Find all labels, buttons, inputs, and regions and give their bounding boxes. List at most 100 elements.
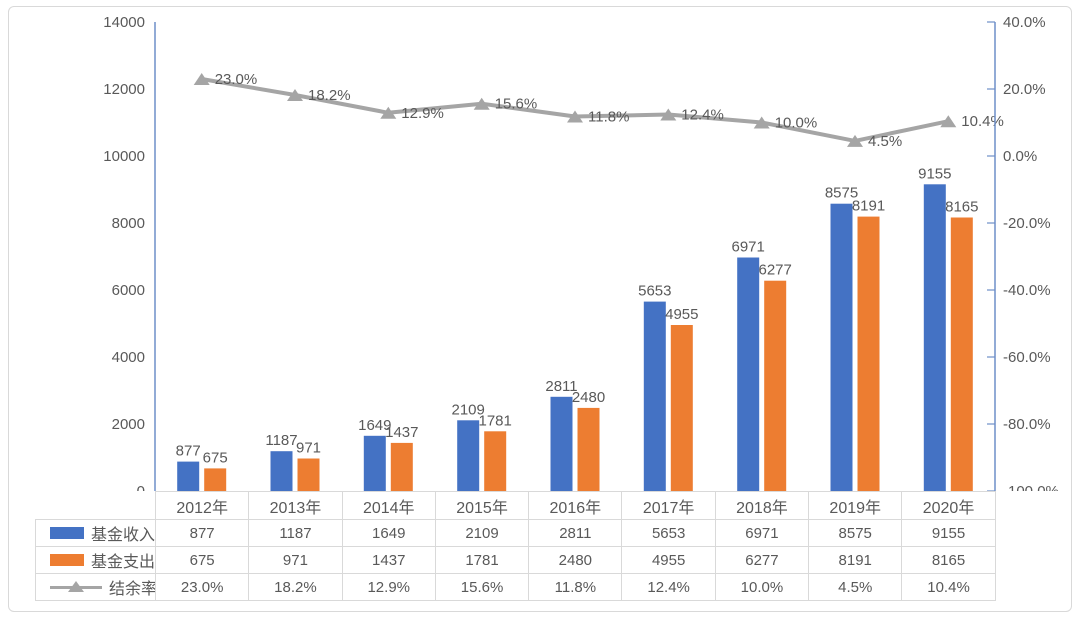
income-bar-2012年 bbox=[177, 461, 200, 491]
table-row-income: 基金收入 877 1187 1649 2109 2811 5653 6971 8575 9155 bbox=[35, 519, 996, 547]
right-axis-tick-label: -20.0% bbox=[1003, 215, 1051, 232]
table-cell: 2109 bbox=[434, 519, 530, 547]
axis-category-label: 2012年 bbox=[154, 491, 250, 520]
table-cell: 1437 bbox=[341, 546, 436, 574]
expense-bar-2013年 bbox=[297, 458, 320, 491]
rate-marker-triangle bbox=[193, 73, 210, 85]
rate-marker-triangle bbox=[847, 134, 863, 147]
left-axis-tick-label: 2000 bbox=[112, 416, 145, 433]
axis-category-label: 2013年 bbox=[248, 491, 343, 520]
bar-data-label: 2109 bbox=[452, 401, 485, 418]
right-axis-tick-label: 0.0% bbox=[1003, 148, 1037, 165]
rate-marker-triangle bbox=[287, 89, 303, 101]
rate-legend-line-marker-icon bbox=[50, 585, 102, 589]
axis-category-label: 2017年 bbox=[621, 491, 716, 520]
bar-data-label: 4955 bbox=[665, 306, 698, 323]
chart-data-table: 2012年 2013年 2014年 2015年 2016年 2017年 2018年 2019年… bbox=[35, 491, 996, 601]
category-header-row: 2012年 2013年 2014年 2015年 2016年 2017年 2018年 2019年… bbox=[36, 491, 996, 520]
rate-data-label: 4.5% bbox=[868, 133, 902, 150]
table-cell: 6971 bbox=[714, 519, 810, 547]
legend-label: 基金支出 bbox=[91, 554, 156, 571]
bar-data-label: 8165 bbox=[945, 199, 978, 216]
table-cell: 971 bbox=[248, 546, 343, 574]
table-cell: 2480 bbox=[528, 546, 623, 574]
right-axis-tick-label: 20.0% bbox=[1003, 81, 1046, 98]
right-percent-axis: 40.0% 20.0% 0.0% -20.0% -40.0% -60.0% -80.0% -1… bbox=[987, 14, 1059, 491]
table-cell: 1649 bbox=[341, 519, 436, 547]
bar-data-label: 8575 bbox=[825, 185, 858, 202]
table-row-expense: 基金支出 675 971 1437 1781 2480 4955 6277 8191 8165 bbox=[35, 546, 996, 574]
left-axis-tick-label: 6000 bbox=[112, 282, 145, 299]
expense-bar-2015年 bbox=[484, 431, 507, 491]
right-axis-tick-label: -60.0% bbox=[1003, 349, 1051, 366]
axis-category-label: 2019年 bbox=[808, 491, 903, 520]
table-cell: 12.4% bbox=[621, 573, 716, 601]
table-cell: 18.2% bbox=[248, 573, 343, 601]
rate-data-label: 11.8% bbox=[588, 109, 629, 126]
left-axis-tick-label: 8000 bbox=[112, 215, 145, 232]
left-value-axis: 0 2000 4000 6000 8000 10000 12000 14000 bbox=[103, 14, 156, 491]
rate-marker-triangle bbox=[940, 115, 957, 128]
table-cell: 11.8% bbox=[528, 573, 623, 601]
table-cell: 15.6% bbox=[434, 573, 530, 601]
table-cell: 4955 bbox=[621, 546, 716, 574]
table-cell: 5653 bbox=[621, 519, 716, 547]
right-axis-tick-label: 40.0% bbox=[1003, 14, 1046, 31]
table-cell: 4.5% bbox=[808, 573, 903, 601]
rate-data-label: 15.6% bbox=[495, 96, 538, 113]
income-legend-swatch bbox=[50, 527, 84, 539]
income-bar-2019年 bbox=[830, 203, 853, 491]
expense-bar-2016年 bbox=[577, 407, 600, 491]
bar-data-label: 8191 bbox=[852, 198, 885, 215]
surplus-rate-line: 23.0% 18.2% 12.9% 15.6% 11.8% 12.4% 10.0% 4.5% 1… bbox=[193, 71, 1004, 150]
left-axis-tick-label: 0 bbox=[137, 483, 145, 491]
bar-data-label: 1437 bbox=[385, 424, 418, 441]
table-cell: 8575 bbox=[808, 519, 903, 547]
expense-bar-2018年 bbox=[764, 280, 787, 491]
rate-data-label: 23.0% bbox=[215, 71, 258, 88]
bar-data-label: 6971 bbox=[732, 239, 765, 256]
rate-data-label: 10.4% bbox=[961, 113, 1004, 130]
rate-data-label: 12.4% bbox=[681, 107, 724, 124]
table-cell: 1187 bbox=[248, 519, 343, 547]
table-cell: 9155 bbox=[901, 519, 996, 547]
expense-bar-2017年 bbox=[670, 325, 693, 491]
legend-key: 结余率 bbox=[35, 573, 156, 601]
right-axis-tick-label: -80.0% bbox=[1003, 416, 1051, 433]
left-axis-tick-label: 4000 bbox=[112, 349, 145, 366]
expense-bar-2014年 bbox=[390, 442, 413, 491]
table-cell: 10.0% bbox=[714, 573, 810, 601]
table-cell: 1781 bbox=[434, 546, 530, 574]
income-bar-2013年 bbox=[270, 451, 293, 491]
rate-marker-triangle bbox=[660, 108, 677, 121]
income-bar-2017年 bbox=[643, 301, 666, 491]
table-cell: 12.9% bbox=[341, 573, 436, 601]
expense-bar-2012年 bbox=[204, 468, 227, 491]
rate-marker-triangle bbox=[380, 106, 397, 119]
income-bar-2020年 bbox=[923, 184, 946, 491]
bar-data-label: 1187 bbox=[265, 432, 297, 449]
expense-bar-2019年 bbox=[857, 216, 880, 491]
bar-data-label: 1781 bbox=[479, 412, 512, 429]
table-cell: 6277 bbox=[714, 546, 810, 574]
table-cell: 8165 bbox=[901, 546, 996, 574]
table-corner-blank bbox=[36, 492, 156, 520]
rate-marker-triangle bbox=[567, 110, 583, 123]
axis-category-label: 2015年 bbox=[434, 491, 530, 520]
bar-data-label: 5653 bbox=[638, 283, 671, 300]
income-bar-labels: 877 1187 1649 2109 2811 5653 6971 8575 9155 bbox=[176, 165, 952, 459]
bar-data-label: 675 bbox=[203, 449, 228, 466]
right-axis-tick-label: -40.0% bbox=[1003, 282, 1051, 299]
bar-data-label: 877 bbox=[176, 443, 201, 460]
income-bars bbox=[177, 184, 946, 491]
axis-category-label: 2014年 bbox=[341, 491, 436, 520]
axis-category-label: 2020年 bbox=[901, 491, 996, 520]
income-bar-2015年 bbox=[457, 420, 480, 491]
bar-data-label: 2811 bbox=[545, 378, 577, 395]
table-cell: 877 bbox=[154, 519, 250, 547]
rate-data-label: 18.2% bbox=[308, 87, 351, 104]
legend-label: 结余率 bbox=[109, 581, 156, 598]
expense-bars bbox=[204, 216, 973, 491]
table-cell: 2811 bbox=[528, 519, 623, 547]
